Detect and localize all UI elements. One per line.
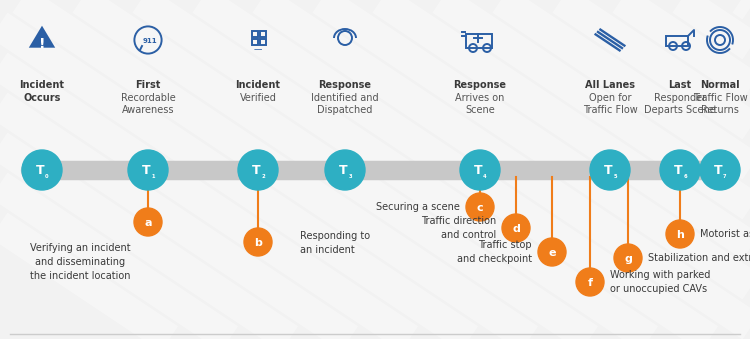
- Circle shape: [134, 208, 162, 236]
- Text: a: a: [144, 218, 152, 228]
- Text: Response: Response: [319, 80, 371, 90]
- Text: Verified: Verified: [239, 93, 277, 103]
- Text: ₅: ₅: [614, 171, 616, 179]
- Text: Verifying an incident
and disseminating
the incident location: Verifying an incident and disseminating …: [30, 243, 130, 281]
- Text: !: !: [39, 37, 45, 51]
- Text: Response: Response: [454, 80, 506, 90]
- Text: b: b: [254, 238, 262, 248]
- Text: T: T: [474, 164, 482, 178]
- Circle shape: [325, 150, 365, 190]
- Circle shape: [700, 150, 740, 190]
- Circle shape: [614, 244, 642, 272]
- Text: c: c: [477, 203, 483, 213]
- Circle shape: [238, 150, 278, 190]
- Text: Departs Scene: Departs Scene: [644, 105, 716, 115]
- Text: Recordable: Recordable: [121, 93, 176, 103]
- Text: T: T: [142, 164, 150, 178]
- Text: Scene: Scene: [465, 105, 495, 115]
- Polygon shape: [28, 26, 56, 48]
- Text: ₀: ₀: [45, 171, 49, 179]
- Text: ₆: ₆: [683, 171, 687, 179]
- Text: T: T: [339, 164, 347, 178]
- Text: Responder: Responder: [654, 93, 706, 103]
- Text: Incident: Incident: [236, 80, 280, 90]
- Text: T: T: [604, 164, 612, 178]
- Text: Returns: Returns: [701, 105, 739, 115]
- Text: First: First: [135, 80, 160, 90]
- Circle shape: [538, 238, 566, 266]
- Circle shape: [660, 150, 700, 190]
- Text: T: T: [674, 164, 682, 178]
- Text: Securing a scene: Securing a scene: [376, 202, 460, 212]
- Text: Occurs: Occurs: [23, 93, 61, 103]
- Circle shape: [466, 193, 494, 221]
- Text: Awareness: Awareness: [122, 105, 174, 115]
- Text: 911: 911: [142, 38, 158, 44]
- Circle shape: [460, 150, 500, 190]
- Circle shape: [22, 150, 62, 190]
- Text: Responding to
an incident: Responding to an incident: [300, 231, 370, 255]
- Text: f: f: [587, 278, 592, 288]
- Text: T: T: [36, 164, 44, 178]
- Text: Traffic direction
and control: Traffic direction and control: [421, 216, 496, 240]
- Circle shape: [576, 268, 604, 296]
- Text: Open for: Open for: [589, 93, 632, 103]
- Text: —: —: [254, 45, 262, 55]
- Circle shape: [590, 150, 630, 190]
- Text: T: T: [252, 164, 260, 178]
- Text: Traffic Flow: Traffic Flow: [583, 105, 638, 115]
- Text: Motorist assistance: Motorist assistance: [700, 229, 750, 239]
- Text: ₇: ₇: [723, 171, 727, 179]
- Text: T: T: [714, 164, 722, 178]
- Text: Arrives on: Arrives on: [455, 93, 505, 103]
- Text: Stabilization and extrication: Stabilization and extrication: [648, 253, 750, 263]
- Text: ₁: ₁: [152, 171, 154, 179]
- Text: ₃: ₃: [348, 171, 352, 179]
- Text: d: d: [512, 224, 520, 234]
- Circle shape: [666, 220, 694, 248]
- Text: ₂: ₂: [261, 171, 265, 179]
- Text: Normal: Normal: [700, 80, 740, 90]
- Text: g: g: [624, 254, 632, 264]
- Circle shape: [128, 150, 168, 190]
- Text: Last: Last: [668, 80, 692, 90]
- Text: h: h: [676, 230, 684, 240]
- Text: Traffic Flow: Traffic Flow: [693, 93, 747, 103]
- Text: Working with parked
or unoccupied CAVs: Working with parked or unoccupied CAVs: [610, 270, 710, 294]
- Text: Dispatched: Dispatched: [317, 105, 373, 115]
- Text: ₄: ₄: [483, 171, 487, 179]
- Text: e: e: [548, 248, 556, 258]
- Text: Incident: Incident: [20, 80, 64, 90]
- Text: All Lanes: All Lanes: [585, 80, 635, 90]
- Text: Traffic stop
and checkpoint: Traffic stop and checkpoint: [457, 240, 532, 264]
- Circle shape: [502, 214, 530, 242]
- Text: Identified and: Identified and: [311, 93, 379, 103]
- Circle shape: [244, 228, 272, 256]
